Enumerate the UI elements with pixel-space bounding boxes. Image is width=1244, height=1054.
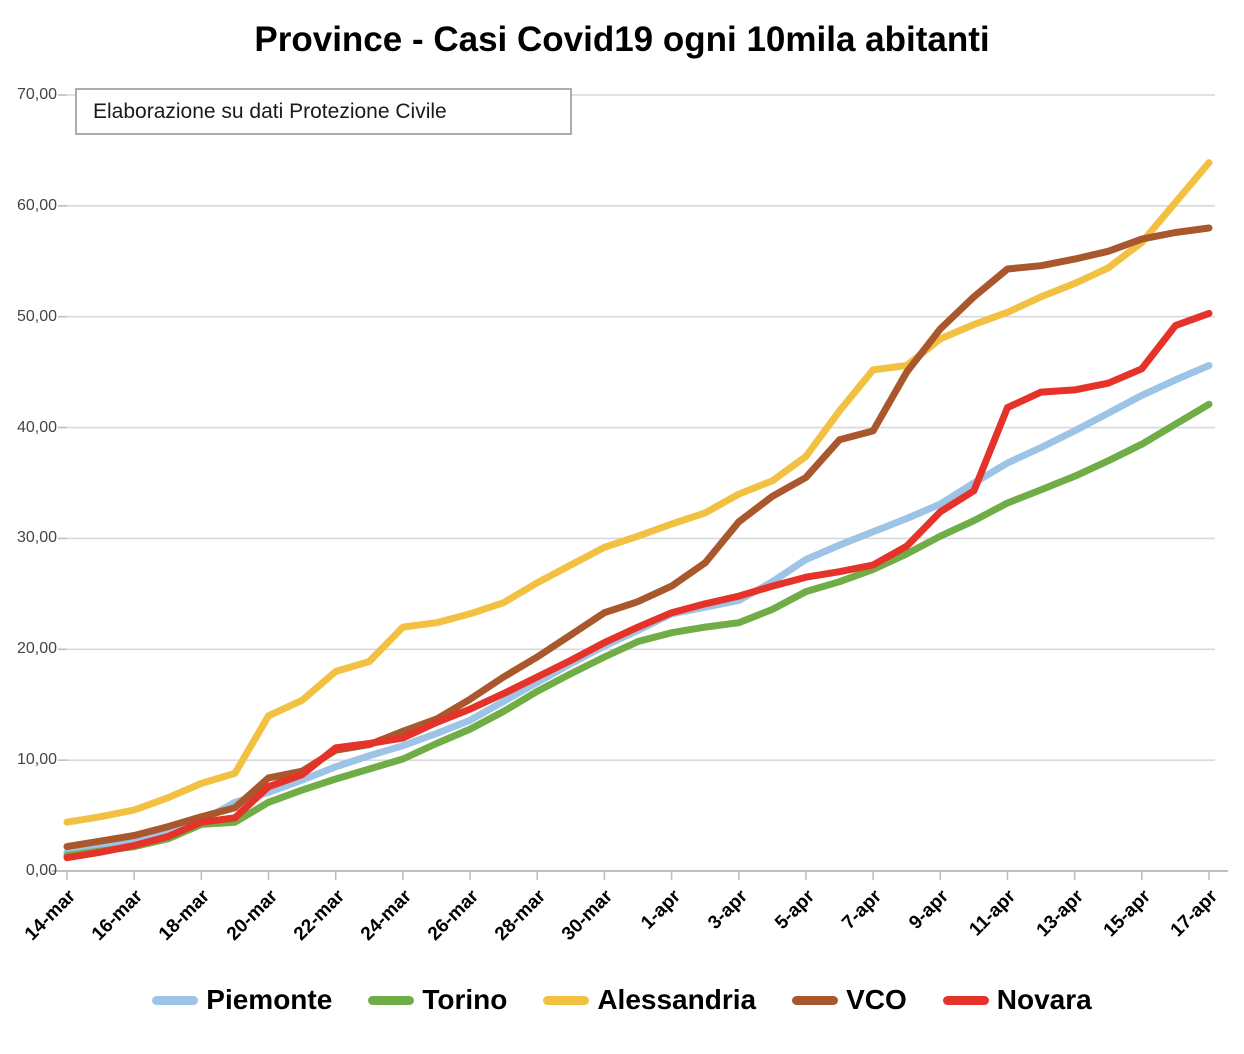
legend-swatch-torino: [368, 995, 415, 1005]
legend-label: Novara: [996, 984, 1092, 1015]
legend-item-piemonte: Piemonte: [152, 984, 332, 1016]
legend-swatch-novara: [942, 995, 989, 1005]
chart-title: Province - Casi Covid19 ogni 10mila abit…: [254, 20, 990, 59]
legend-item-torino: Torino: [368, 984, 507, 1016]
y-axis-label: 60,00: [16, 196, 57, 214]
legend-item-vco: VCO: [792, 984, 907, 1016]
series-line-torino: [63, 400, 1213, 859]
legend-swatch-vco: [792, 995, 839, 1005]
y-axis-label: 20,00: [16, 640, 57, 658]
legend-item-alessandria: Alessandria: [543, 984, 756, 1016]
y-axis-label: 70,00: [16, 86, 57, 103]
legend-label: Torino: [422, 984, 508, 1015]
series-line-alessandria: [63, 159, 1213, 826]
legend-label: Piemonte: [206, 984, 333, 1015]
legend-item-novara: Novara: [942, 984, 1092, 1016]
series-line-piemonte: [63, 362, 1213, 856]
y-axis-label: 40,00: [16, 418, 57, 436]
annotation-text: Elaborazione su dati Protezione Civile: [93, 99, 447, 123]
series-line-vco: [63, 224, 1213, 851]
y-axis-label: 30,00: [16, 529, 57, 547]
series-line-novara: [63, 309, 1213, 862]
annotation-box: Elaborazione su dati Protezione Civile: [75, 88, 572, 135]
legend-swatch-piemonte: [152, 995, 199, 1005]
y-axis-label: 0,00: [25, 862, 57, 879]
legend-label: VCO: [846, 984, 907, 1015]
legend-label: Alessandria: [597, 984, 757, 1015]
y-axis-label: 10,00: [16, 751, 57, 769]
legend: Piemonte Torino Alessandria VCO Novara: [0, 984, 1244, 1016]
legend-swatch-alessandria: [543, 995, 590, 1005]
y-axis-label: 50,00: [16, 307, 57, 325]
